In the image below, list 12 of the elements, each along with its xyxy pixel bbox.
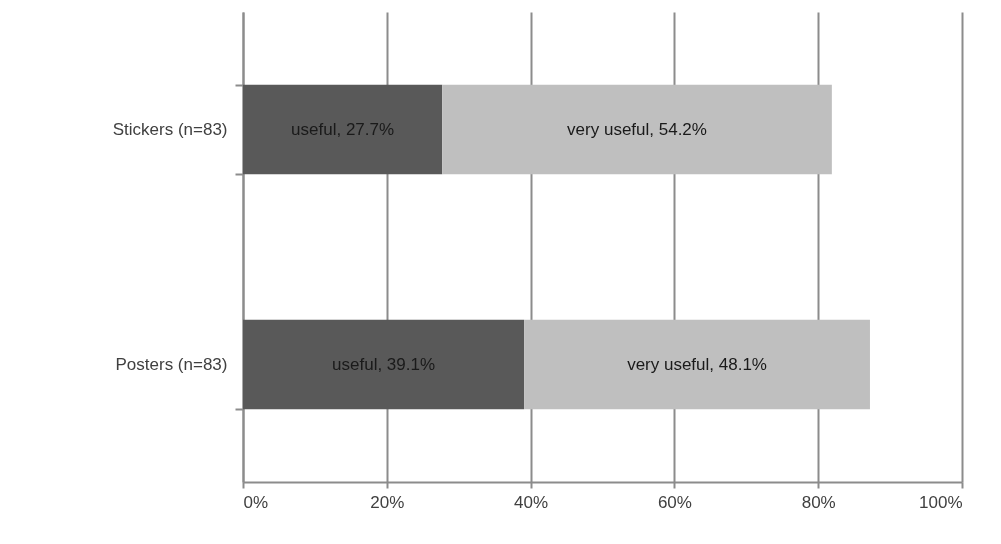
x-tick-label: 80%	[801, 492, 836, 512]
data-label: very useful, 48.1%	[627, 354, 767, 374]
data-label: very useful, 54.2%	[567, 119, 707, 139]
x-tick-label: 100%	[919, 492, 963, 512]
x-tick-label: 40%	[514, 492, 549, 512]
y-tick-label: Posters (n=83)	[115, 355, 228, 374]
data-label: useful, 27.7%	[291, 119, 395, 139]
x-tick-label: 20%	[370, 492, 405, 512]
data-label: useful, 39.1%	[332, 354, 436, 374]
x-tick-label: 60%	[657, 492, 692, 512]
y-tick-label: Stickers (n=83)	[112, 120, 228, 139]
x-tick-label: 0%	[243, 492, 269, 512]
